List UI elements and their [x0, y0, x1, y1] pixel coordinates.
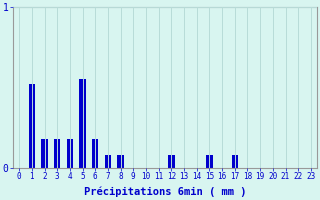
- X-axis label: Précipitations 6min ( mm ): Précipitations 6min ( mm ): [84, 187, 246, 197]
- Bar: [54, 139, 60, 168]
- Bar: [105, 155, 111, 168]
- Bar: [29, 84, 35, 168]
- Bar: [206, 155, 212, 168]
- Bar: [117, 155, 124, 168]
- Bar: [79, 79, 86, 168]
- Bar: [67, 139, 73, 168]
- Bar: [92, 139, 99, 168]
- Bar: [232, 155, 238, 168]
- Bar: [168, 155, 174, 168]
- Bar: [41, 139, 48, 168]
